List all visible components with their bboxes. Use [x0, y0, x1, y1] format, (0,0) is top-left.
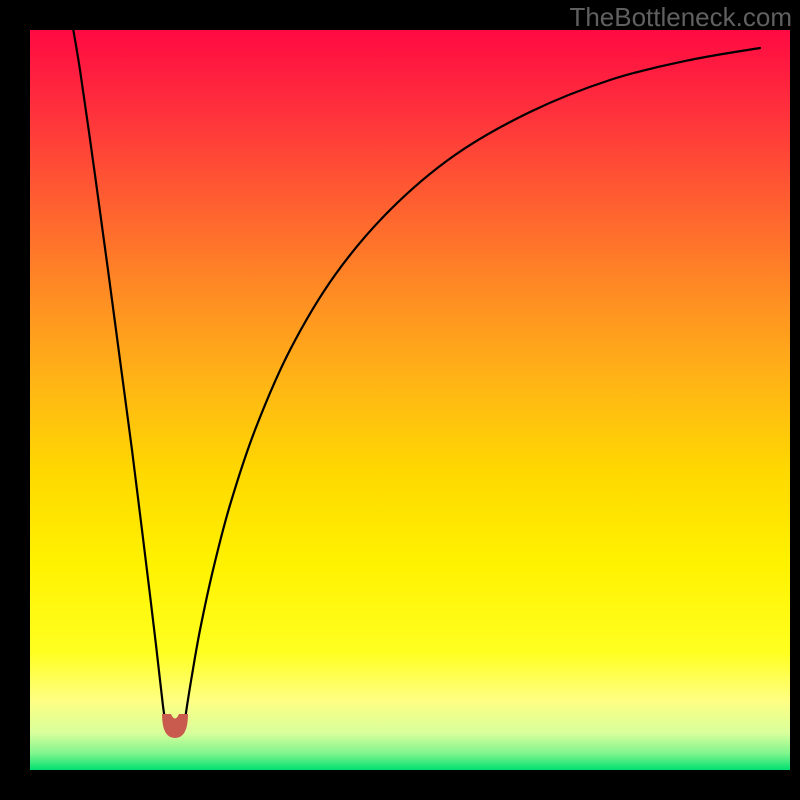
chart-stage: TheBottleneck.com: [0, 0, 800, 800]
gradient-background: [30, 30, 790, 770]
chart-svg: [0, 0, 800, 800]
watermark-text: TheBottleneck.com: [569, 2, 792, 33]
